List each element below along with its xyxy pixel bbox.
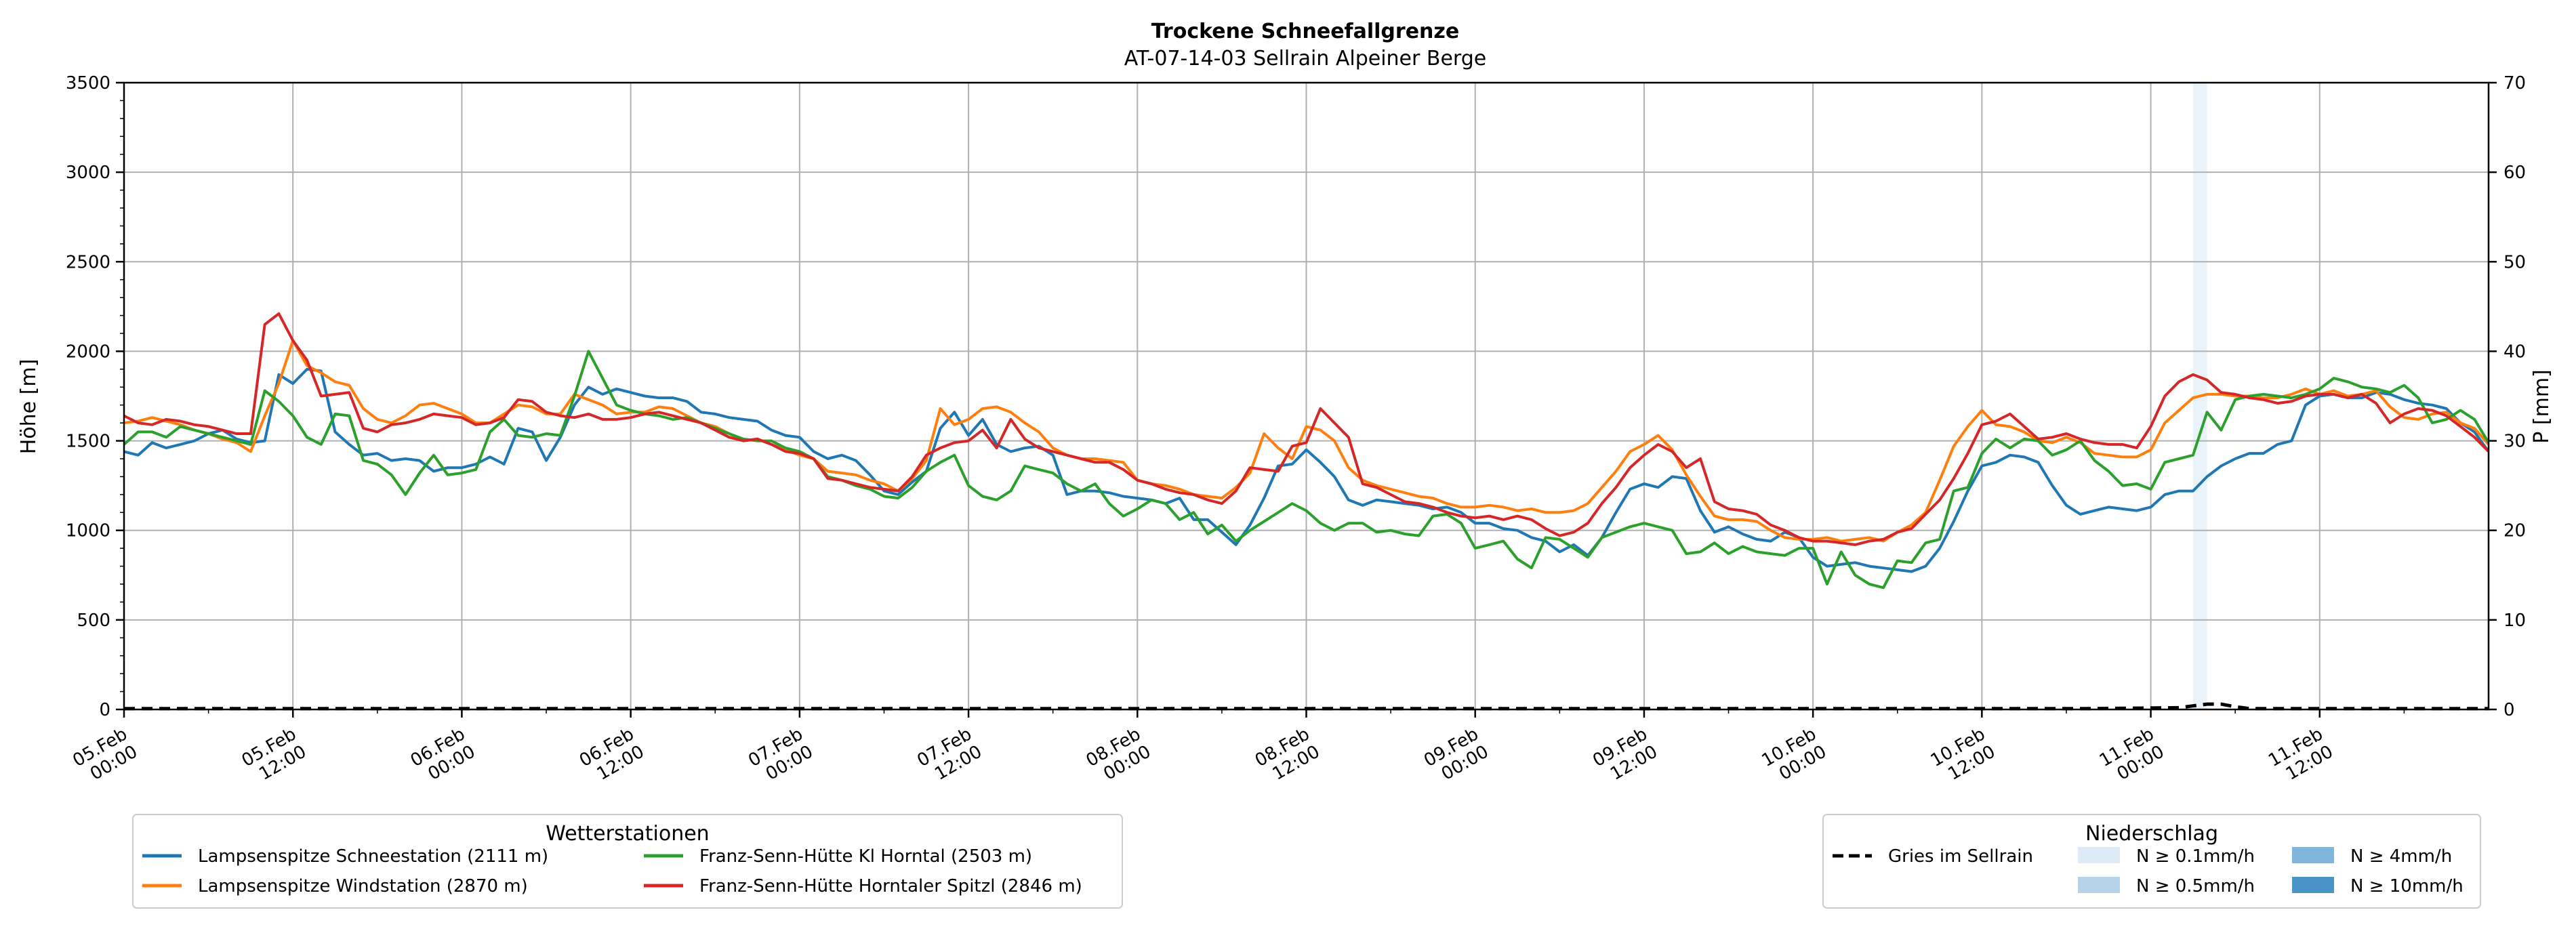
legend-label-4: Franz-Senn-Hütte Horntaler Spitzl (2846 … <box>699 876 1082 896</box>
series-line-3 <box>123 350 2490 590</box>
series-line-2 <box>123 339 2490 543</box>
chart-title: Trockene Schneefallgrenze <box>1151 20 1459 43</box>
legend-label-1: Lampsenspitze Schneestation (2111 m) <box>198 846 548 867</box>
y-tick-label: 2500 <box>66 252 110 272</box>
legend-band-swatch-2 <box>2078 877 2120 893</box>
legend-band-swatch-4 <box>2292 877 2334 893</box>
legend-label-2: Lampsenspitze Windstation (2870 m) <box>198 876 528 896</box>
legend-band-label-2: N ≥ 0.5mm/h <box>2136 876 2255 896</box>
y-axis-label: Höhe [m] <box>17 359 41 455</box>
legend-band-swatch-1 <box>2078 847 2120 863</box>
precip-line-group <box>124 702 2489 711</box>
y-tick-label: 0 <box>99 700 110 720</box>
y-ticks: 0 500 1000 1500 2000 2500 3000 3500 <box>66 73 124 720</box>
y-right-tick-label: 50 <box>2503 252 2526 272</box>
series-line-4 <box>123 312 2490 546</box>
y-axis-label-right: P [mm] <box>2530 369 2554 443</box>
y-tick-label: 2000 <box>66 342 110 362</box>
legend-band-swatch-3 <box>2292 847 2334 863</box>
legend-stations: Wetterstationen Lampsenspitze Schneestat… <box>132 814 1123 909</box>
legend-precip-title: Niederschlag <box>2085 822 2218 846</box>
y-right-tick-label: 20 <box>2503 521 2526 541</box>
series-lines <box>123 312 2490 590</box>
legend-band-label-4: N ≥ 10mm/h <box>2350 876 2463 896</box>
y-ticks-right: 0 10 20 30 40 50 60 70 <box>2489 73 2526 720</box>
y-tick-label: 1000 <box>66 521 110 541</box>
legend-band-label-3: N ≥ 4mm/h <box>2350 846 2452 867</box>
precip-line <box>124 702 2489 711</box>
legend-band-label-1: N ≥ 0.1mm/h <box>2136 846 2255 867</box>
legend-label-precip: Gries im Sellrain <box>1888 846 2033 867</box>
y-right-tick-label: 10 <box>2503 611 2526 631</box>
y-tick-label: 500 <box>77 611 110 631</box>
legend-stations-title: Wetterstationen <box>546 822 709 846</box>
series-line-1 <box>123 367 2490 573</box>
y-right-tick-label: 60 <box>2503 163 2526 183</box>
y-right-tick-label: 30 <box>2503 432 2526 452</box>
y-right-tick-label: 70 <box>2503 73 2526 94</box>
legend-label-3: Franz-Senn-Hütte Kl Horntal (2503 m) <box>699 846 1032 867</box>
chart-subtitle: AT-07-14-03 Sellrain Alpeiner Berge <box>1124 47 1486 70</box>
y-tick-label: 3500 <box>66 73 110 94</box>
legend-precip: Niederschlag Gries im Sellrain N ≥ 0.1mm/… <box>1822 814 2481 909</box>
y-right-tick-label: 40 <box>2503 342 2526 362</box>
y-tick-label: 3000 <box>66 163 110 183</box>
y-right-tick-label: 0 <box>2503 700 2515 720</box>
y-tick-label: 1500 <box>66 432 110 452</box>
